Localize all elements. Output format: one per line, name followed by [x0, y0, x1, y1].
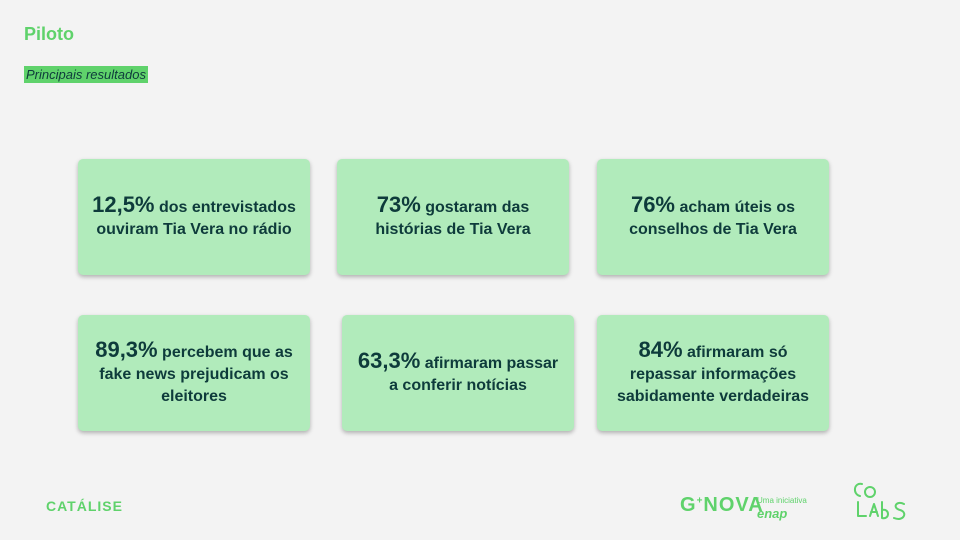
result-card-1: 12,5% dos entrevistados ouviram Tia Vera…	[78, 159, 310, 275]
result-percentage: 12,5%	[92, 191, 155, 217]
result-card-3: 76% acham úteis os conselhos de Tia Vera	[597, 159, 829, 275]
result-text: 84% afirmaram só repassar informações sa…	[611, 336, 815, 408]
gnova-letter: G	[680, 494, 697, 516]
result-percentage: 76%	[630, 191, 675, 217]
result-text: 63,3% afirmaram passar a conferir notíci…	[356, 347, 560, 397]
result-percentage: 73%	[376, 191, 421, 217]
result-description: afirmaram passar a conferir notícias	[389, 354, 559, 394]
result-card-5: 63,3% afirmaram passar a conferir notíci…	[342, 315, 574, 431]
result-card-2: 73% gostaram das histórias de Tia Vera	[337, 159, 569, 275]
catalise-logo: CATÁLISE	[46, 498, 123, 514]
result-description: gostaram das histórias de Tia Vera	[375, 198, 531, 238]
result-text: 12,5% dos entrevistados ouviram Tia Vera…	[92, 191, 296, 241]
iniciativa-label: Uma iniciativa	[757, 496, 807, 505]
result-percentage: 84%	[638, 336, 683, 362]
result-text: 89,3% percebem que as fake news prejudic…	[92, 336, 296, 408]
result-card-4: 89,3% percebem que as fake news prejudic…	[78, 315, 310, 431]
result-description: percebem que as fake news prejudicam os …	[99, 343, 293, 405]
gnova-word: NOVA	[703, 494, 764, 516]
page-title: Piloto	[24, 24, 74, 44]
colabs-logo	[854, 482, 906, 520]
enap-logo: enap	[757, 506, 788, 521]
result-description: acham úteis os conselhos de Tia Vera	[629, 198, 797, 238]
result-percentage: 63,3%	[357, 347, 421, 373]
gnova-plus: +	[696, 495, 704, 507]
result-card-6: 84% afirmaram só repassar informações sa…	[597, 315, 829, 431]
result-percentage: 89,3%	[95, 336, 158, 362]
result-text: 73% gostaram das histórias de Tia Vera	[351, 191, 555, 241]
result-text: 76% acham úteis os conselhos de Tia Vera	[611, 191, 815, 241]
gnova-logo: G+NOVA	[680, 494, 764, 517]
result-description: afirmaram só repassar informações sabida…	[616, 343, 810, 405]
page-subtitle: Principais resultados	[24, 66, 148, 83]
result-description: dos entrevistados ouviram Tia Vera no rá…	[96, 198, 296, 238]
